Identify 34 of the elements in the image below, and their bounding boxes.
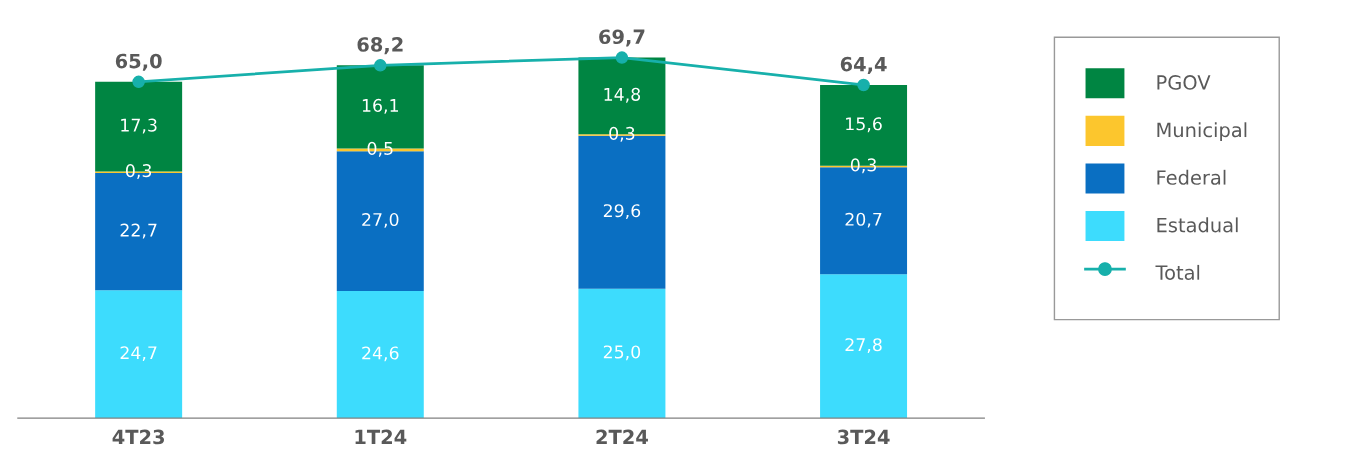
- legend-label: Estadual: [1157, 217, 1238, 233]
- bar: [336, 290, 424, 419]
- data-label: 17,3: [121, 118, 157, 134]
- data-label: 15,6: [846, 117, 882, 133]
- data-label: 24,6: [362, 346, 399, 362]
- data-label: 69,7: [599, 29, 645, 47]
- data-label: 22,7: [120, 223, 157, 239]
- data-label: 25,0: [603, 345, 641, 361]
- data-label: 29,6: [603, 204, 641, 220]
- data-label: 24,7: [120, 346, 157, 362]
- data-label: 16,1: [362, 98, 399, 114]
- x-tick-label: 2T24: [596, 429, 648, 445]
- point: [374, 59, 387, 72]
- data-label: 0,5: [367, 141, 393, 157]
- point: [615, 51, 629, 64]
- data-label: 14,8: [604, 87, 641, 103]
- bar: [578, 288, 666, 419]
- data-label: 65,0: [115, 53, 162, 71]
- legend-label: PGOV: [1157, 75, 1211, 90]
- legend-label: Municipal: [1157, 122, 1247, 142]
- data-label: 27,0: [362, 212, 399, 228]
- data-label: 27,8: [845, 338, 882, 354]
- bar: [820, 274, 908, 419]
- data-label: 20,7: [845, 212, 882, 228]
- legend-label: Federal: [1157, 169, 1226, 185]
- legend-label: Total: [1155, 264, 1200, 280]
- x-tick-label: 4T23: [112, 429, 165, 445]
- x-tick-label: 1T24: [355, 429, 407, 445]
- point: [857, 78, 870, 92]
- bar: [95, 290, 183, 419]
- data-label: 64,4: [840, 56, 887, 74]
- point: [132, 75, 145, 89]
- x-tick-label: 3T24: [837, 429, 890, 445]
- data-label: 68,2: [357, 37, 403, 55]
